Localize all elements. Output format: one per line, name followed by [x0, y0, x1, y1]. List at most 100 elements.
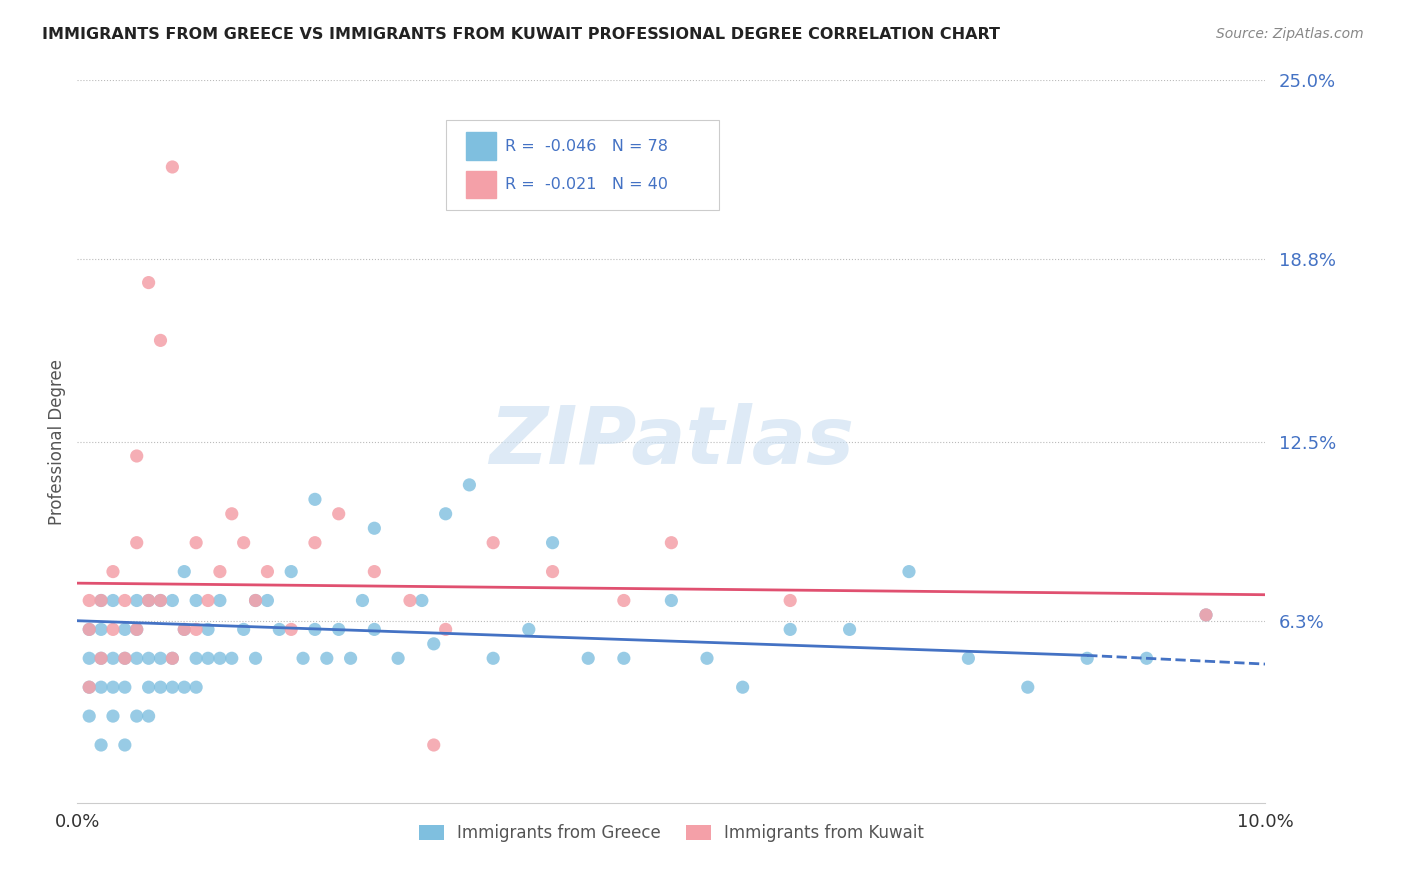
Point [292, 651, 315, 665]
Point [162, 651, 184, 665]
Point [208, 593, 231, 607]
Point [101, 651, 124, 665]
Point [315, 651, 337, 665]
Bar [465, 170, 495, 198]
Point [363, 521, 385, 535]
Point [957, 651, 980, 665]
Point [1135, 651, 1157, 665]
Point [101, 623, 124, 637]
Text: R =  -0.046   N = 78: R = -0.046 N = 78 [505, 138, 668, 153]
Point [138, 276, 160, 290]
Point [304, 535, 326, 549]
Text: R =  -0.021   N = 40: R = -0.021 N = 40 [505, 177, 668, 192]
Point [90, 593, 112, 607]
Point [731, 680, 754, 694]
Point [162, 160, 184, 174]
Point [482, 651, 505, 665]
Point [541, 565, 564, 579]
Point [162, 680, 184, 694]
Point [114, 738, 136, 752]
Point [77, 623, 100, 637]
Point [363, 623, 385, 637]
Point [434, 507, 457, 521]
Point [1195, 607, 1218, 622]
Point [232, 623, 254, 637]
Point [138, 593, 160, 607]
Point [328, 623, 350, 637]
Point [422, 637, 444, 651]
Point [576, 651, 599, 665]
Point [245, 593, 267, 607]
Point [125, 623, 148, 637]
Point [541, 535, 564, 549]
Point [173, 623, 195, 637]
Point [90, 680, 112, 694]
Text: IMMIGRANTS FROM GREECE VS IMMIGRANTS FROM KUWAIT PROFESSIONAL DEGREE CORRELATION: IMMIGRANTS FROM GREECE VS IMMIGRANTS FRO… [42, 27, 1000, 42]
Point [1076, 651, 1098, 665]
Point [77, 623, 100, 637]
Point [90, 593, 112, 607]
Point [101, 593, 124, 607]
Text: ZIPatlas: ZIPatlas [489, 402, 853, 481]
Point [149, 593, 172, 607]
Point [280, 565, 302, 579]
Bar [465, 132, 495, 160]
Point [173, 680, 195, 694]
Point [186, 535, 208, 549]
Point [779, 623, 801, 637]
Point [173, 623, 195, 637]
Point [197, 593, 219, 607]
Point [125, 709, 148, 723]
Point [138, 593, 160, 607]
Point [162, 593, 184, 607]
Point [90, 651, 112, 665]
Point [352, 593, 374, 607]
Point [245, 593, 267, 607]
Point [125, 593, 148, 607]
Point [90, 623, 112, 637]
Point [1195, 607, 1218, 622]
Point [77, 680, 100, 694]
Point [304, 492, 326, 507]
Point [125, 651, 148, 665]
Point [90, 651, 112, 665]
Point [114, 680, 136, 694]
Point [232, 535, 254, 549]
Point [186, 623, 208, 637]
Point [280, 623, 302, 637]
Point [434, 623, 457, 637]
Point [186, 593, 208, 607]
Point [661, 535, 683, 549]
Point [661, 593, 683, 607]
Point [162, 651, 184, 665]
Point [269, 623, 291, 637]
Point [208, 651, 231, 665]
Point [90, 738, 112, 752]
Point [114, 623, 136, 637]
Point [696, 651, 718, 665]
Point [138, 651, 160, 665]
Point [411, 593, 433, 607]
Point [1017, 680, 1039, 694]
Point [125, 449, 148, 463]
FancyBboxPatch shape [446, 120, 718, 211]
Point [256, 593, 278, 607]
Point [138, 680, 160, 694]
Point [114, 651, 136, 665]
Point [422, 738, 444, 752]
Point [838, 623, 860, 637]
Point [101, 565, 124, 579]
Point [173, 565, 195, 579]
Point [221, 651, 243, 665]
Legend: Immigrants from Greece, Immigrants from Kuwait: Immigrants from Greece, Immigrants from … [412, 817, 931, 848]
Point [221, 507, 243, 521]
Point [197, 623, 219, 637]
Point [101, 709, 124, 723]
Point [328, 507, 350, 521]
Point [256, 565, 278, 579]
Point [186, 651, 208, 665]
Point [613, 651, 636, 665]
Point [339, 651, 361, 665]
Point [77, 709, 100, 723]
Point [114, 593, 136, 607]
